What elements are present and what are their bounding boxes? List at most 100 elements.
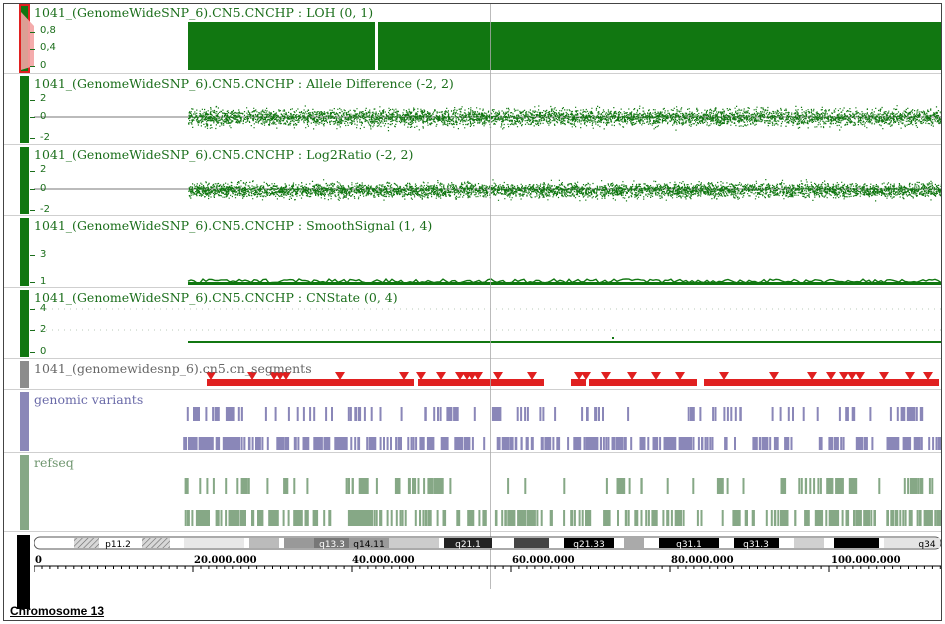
breakpoint-marker xyxy=(847,372,857,380)
axis-ticks xyxy=(34,566,941,572)
breakpoint-marker xyxy=(281,372,291,380)
track-handle-cn-state[interactable] xyxy=(20,290,29,357)
feature-bars xyxy=(184,510,941,526)
breakpoint-marker xyxy=(905,372,915,380)
allele-difference-track[interactable]: 1041_(GenomeWideSNP_6).CN5.CNCHP : Allel… xyxy=(4,75,941,145)
ad-tick-1: 2 xyxy=(40,93,47,104)
overview-handle[interactable] xyxy=(17,535,30,609)
band-q31-1 xyxy=(659,538,719,548)
cn-state-plot xyxy=(34,308,941,343)
l2r-tick-1: 2 xyxy=(40,164,47,175)
refseq-plot xyxy=(184,478,941,526)
loh-tick-2: 0,4 xyxy=(40,42,56,53)
band-p11-1 xyxy=(142,538,170,548)
band-q14-11 xyxy=(349,538,389,548)
breakpoint-marker xyxy=(527,372,537,380)
segment-bar xyxy=(704,379,939,386)
breakpoint-marker xyxy=(436,372,446,380)
breakpoint-marker xyxy=(473,372,483,380)
ss-tick-2: 1 xyxy=(40,276,47,287)
band-p12 xyxy=(74,538,99,548)
breakpoint-marker xyxy=(247,372,257,380)
smooth-signal-track[interactable]: 1041_(GenomeWideSNP_6).CN5.CNCHP : Smoot… xyxy=(4,217,941,288)
ss-tick-1: 3 xyxy=(40,249,47,260)
track-handle-refseq[interactable] xyxy=(20,455,29,530)
axis-label-20m: 20.000.000 xyxy=(194,555,257,566)
band-q31-3 xyxy=(734,538,779,548)
axis-label-80m: 80.000.000 xyxy=(671,555,734,566)
loh-plot xyxy=(21,12,941,70)
band-label-p11-2: p11.2 xyxy=(105,540,131,550)
breakpoint-marker xyxy=(574,372,584,380)
data-points xyxy=(188,105,941,132)
log2ratio-track[interactable]: 1041_(GenomeWideSNP_6).CN5.CNCHP : Log2R… xyxy=(4,146,941,216)
track-title-log2ratio: 1041_(GenomeWideSNP_6).CN5.CNCHP : Log2R… xyxy=(34,147,414,162)
position-axis: 0 20.000.000 40.000.000 60.000.000 80.00… xyxy=(34,555,941,572)
band-label-q13-3: q13.3 xyxy=(319,540,345,550)
smooth-signal-plot xyxy=(187,278,941,285)
track-handle-genomic-variants[interactable] xyxy=(20,392,29,451)
breakpoint-marker xyxy=(627,372,637,380)
breakpoint-marker xyxy=(839,372,849,380)
band-q21-1 xyxy=(444,538,492,548)
cn-state-line xyxy=(188,341,941,343)
loh-histogram xyxy=(21,12,34,70)
feature-bars xyxy=(184,478,934,494)
breakpoint-marker xyxy=(581,372,591,380)
breakpoint-marker xyxy=(601,372,611,380)
genome-browser: 1041_(GenomeWideSNP_6).CN5.CNCHP : LOH (… xyxy=(3,3,942,621)
band-q13-3 xyxy=(314,538,349,548)
feature-bars xyxy=(183,437,941,450)
feature-bars xyxy=(186,407,924,421)
l2r-tick-3: -2 xyxy=(40,204,50,215)
chromosome-label: Chromosome 13 xyxy=(10,604,105,618)
track-title-smooth-signal: 1041_(GenomeWideSNP_6).CN5.CNCHP : Smoot… xyxy=(34,218,433,233)
band-q21-33 xyxy=(564,538,614,548)
breakpoint-marker xyxy=(879,372,889,380)
loh-block xyxy=(188,22,941,70)
breakpoint-marker xyxy=(416,372,426,380)
axis-label-40m: 40.000.000 xyxy=(352,555,415,566)
segment-bar xyxy=(589,379,697,386)
breakpoint-marker xyxy=(493,372,503,380)
loh-tick-1: 0,8 xyxy=(40,25,56,36)
genomic-variants-plot xyxy=(183,407,941,450)
track-title-loh: 1041_(GenomeWideSNP_6).CN5.CNCHP : LOH (… xyxy=(34,5,374,20)
breakpoint-marker xyxy=(923,372,933,380)
breakpoint-marker xyxy=(651,372,661,380)
cn-segments-plot xyxy=(206,372,939,386)
loh-gap xyxy=(375,22,378,70)
band-label-q31-1: q31.1 xyxy=(676,540,702,550)
breakpoint-marker xyxy=(399,372,409,380)
band-label-q21-33: q21.33 xyxy=(573,540,604,550)
band-q34 xyxy=(884,538,940,548)
refseq-track[interactable]: refseq xyxy=(4,454,941,532)
cn-state-track[interactable]: 1041_(GenomeWideSNP_6).CN5.CNCHP : CNSta… xyxy=(4,289,941,359)
genomic-variants-track[interactable]: genomic variants xyxy=(4,391,941,453)
breakpoint-marker xyxy=(826,372,836,380)
track-handle-log2ratio[interactable] xyxy=(20,147,29,214)
cn-segments-track[interactable]: 1041_(genomewidesnp_6).cn5.cn_segments xyxy=(4,360,941,390)
track-handle-allele-difference[interactable] xyxy=(20,76,29,143)
breakpoint-marker xyxy=(675,372,685,380)
l2r-tick-2: 0 xyxy=(40,183,47,194)
segment-bar xyxy=(207,379,215,386)
band-label-q21-1: q21.1 xyxy=(455,540,481,550)
breakpoint-marker xyxy=(206,372,216,380)
breakpoint-marker xyxy=(807,372,817,380)
track-title-genomic-variants: genomic variants xyxy=(34,392,144,407)
cursor-line xyxy=(490,4,491,589)
band-label-q14-11: q14.11 xyxy=(353,540,384,550)
cns-tick-3: 0 xyxy=(40,346,47,357)
axis-label-0: 0 xyxy=(35,555,42,566)
track-handle-smooth-signal[interactable] xyxy=(20,218,29,286)
cns-tick-2: 2 xyxy=(40,324,47,335)
segment-bar xyxy=(215,379,414,386)
ad-tick-2: 0 xyxy=(40,111,47,122)
band-label-q31-3: q31.3 xyxy=(743,540,769,550)
track-handle-cn-segments[interactable] xyxy=(20,361,29,388)
smooth-signal-line xyxy=(187,278,941,284)
chromosome-ideogram[interactable]: p11.2 q13.3 q14.11 q21.1 q21.33 q31.1 q3… xyxy=(34,535,941,551)
loh-track[interactable]: 1041_(GenomeWideSNP_6).CN5.CNCHP : LOH (… xyxy=(4,4,941,74)
band-label-q34: q34 xyxy=(918,540,935,550)
